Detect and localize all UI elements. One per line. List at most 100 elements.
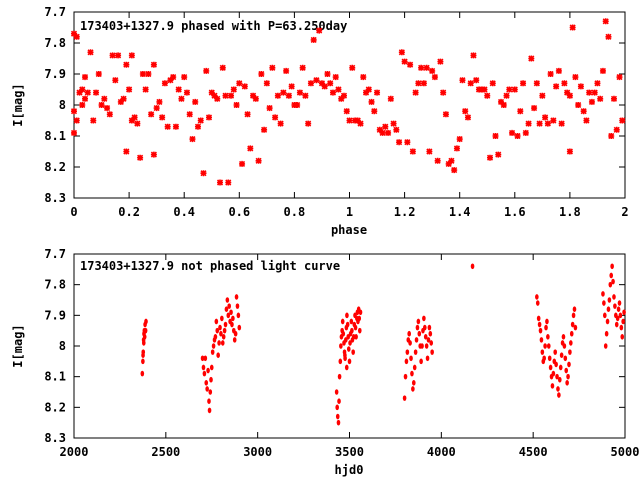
y-tick-label: 8.2 — [44, 160, 66, 174]
data-point — [555, 373, 559, 380]
data-point — [214, 95, 221, 102]
data-point — [210, 349, 215, 355]
data-point — [128, 117, 135, 124]
data-point — [398, 49, 405, 56]
data-point — [340, 92, 348, 99]
data-point — [204, 380, 209, 386]
y-tick-label: 7.8 — [44, 278, 66, 292]
data-point — [566, 373, 570, 380]
data-point — [563, 355, 568, 362]
data-point — [569, 24, 576, 31]
data-point — [252, 95, 259, 102]
data-point — [555, 67, 562, 74]
data-point — [606, 306, 611, 313]
data-point — [408, 340, 412, 346]
data-point — [150, 151, 157, 158]
y-tick-label: 8.1 — [44, 129, 66, 143]
data-point — [506, 86, 513, 93]
data-point — [244, 111, 251, 118]
data-point — [81, 74, 89, 81]
data-point — [558, 364, 563, 371]
data-point — [622, 309, 626, 316]
data-point — [347, 358, 352, 365]
data-point — [209, 376, 213, 383]
data-point — [420, 80, 427, 87]
data-point — [205, 386, 209, 392]
data-point — [610, 95, 618, 102]
unphased-light-curve-panel: 173403+1327.9 not phased light curve hjd… — [11, 247, 639, 477]
data-point — [217, 340, 221, 346]
x-tick-label: 0.8 — [284, 205, 306, 219]
data-point — [335, 404, 339, 411]
x-tick-label: 1.2 — [394, 205, 416, 219]
data-point — [205, 114, 213, 121]
data-point — [554, 361, 558, 368]
data-point — [92, 89, 100, 96]
data-point — [220, 340, 225, 346]
data-point — [597, 95, 604, 102]
data-point — [422, 315, 426, 322]
data-point — [545, 318, 549, 325]
y-tick-label: 8.1 — [44, 370, 66, 384]
data-point — [525, 120, 532, 127]
data-point — [233, 101, 240, 109]
data-point — [120, 95, 127, 102]
data-point — [542, 114, 549, 121]
data-point — [431, 74, 438, 81]
data-point — [209, 364, 214, 371]
data-point — [186, 111, 193, 118]
x-tick-label: 0.4 — [173, 205, 195, 219]
data-point — [310, 36, 317, 43]
data-point — [234, 294, 239, 300]
data-point — [134, 120, 141, 127]
data-point — [602, 300, 606, 306]
data-point — [70, 108, 78, 115]
data-point — [346, 346, 351, 352]
data-point — [423, 64, 430, 71]
phased-light-curve-panel: 173403+1327.9 phased with P=63.250day ph… — [11, 5, 629, 237]
data-point — [569, 340, 573, 346]
data-point — [608, 132, 615, 140]
data-point — [221, 334, 226, 340]
data-series — [140, 263, 626, 426]
data-point — [208, 389, 213, 395]
data-point — [535, 300, 540, 306]
data-point — [562, 343, 567, 349]
data-point — [410, 370, 414, 377]
data-point — [553, 349, 558, 355]
data-point — [305, 120, 312, 127]
x-tick-label: 3000 — [243, 445, 272, 459]
data-point — [572, 306, 577, 313]
data-point — [514, 132, 521, 140]
data-point — [539, 92, 546, 99]
data-point — [299, 64, 306, 71]
data-point — [580, 108, 587, 115]
data-point — [425, 355, 430, 362]
data-point — [556, 386, 560, 392]
data-point — [415, 324, 420, 331]
data-series — [70, 18, 626, 186]
data-point — [572, 74, 579, 81]
data-point — [440, 89, 447, 96]
x-tick-label: 5000 — [611, 445, 640, 459]
x-tick-label: 0.2 — [118, 205, 140, 219]
data-point — [551, 370, 556, 377]
data-point — [307, 80, 314, 87]
data-point — [206, 367, 210, 374]
data-point — [416, 318, 421, 325]
x-tick-label: 1.4 — [449, 205, 471, 219]
x-tick-label: 4000 — [427, 445, 456, 459]
data-point — [401, 58, 408, 65]
data-point — [577, 83, 584, 90]
data-point — [470, 263, 475, 270]
data-point — [79, 86, 86, 93]
data-point — [464, 114, 472, 121]
data-point — [559, 352, 564, 359]
data-point — [227, 303, 231, 309]
data-point — [354, 117, 361, 124]
data-point — [613, 303, 617, 309]
data-point — [139, 70, 146, 78]
data-point — [318, 80, 326, 87]
data-point — [566, 148, 573, 155]
data-point — [236, 80, 243, 87]
